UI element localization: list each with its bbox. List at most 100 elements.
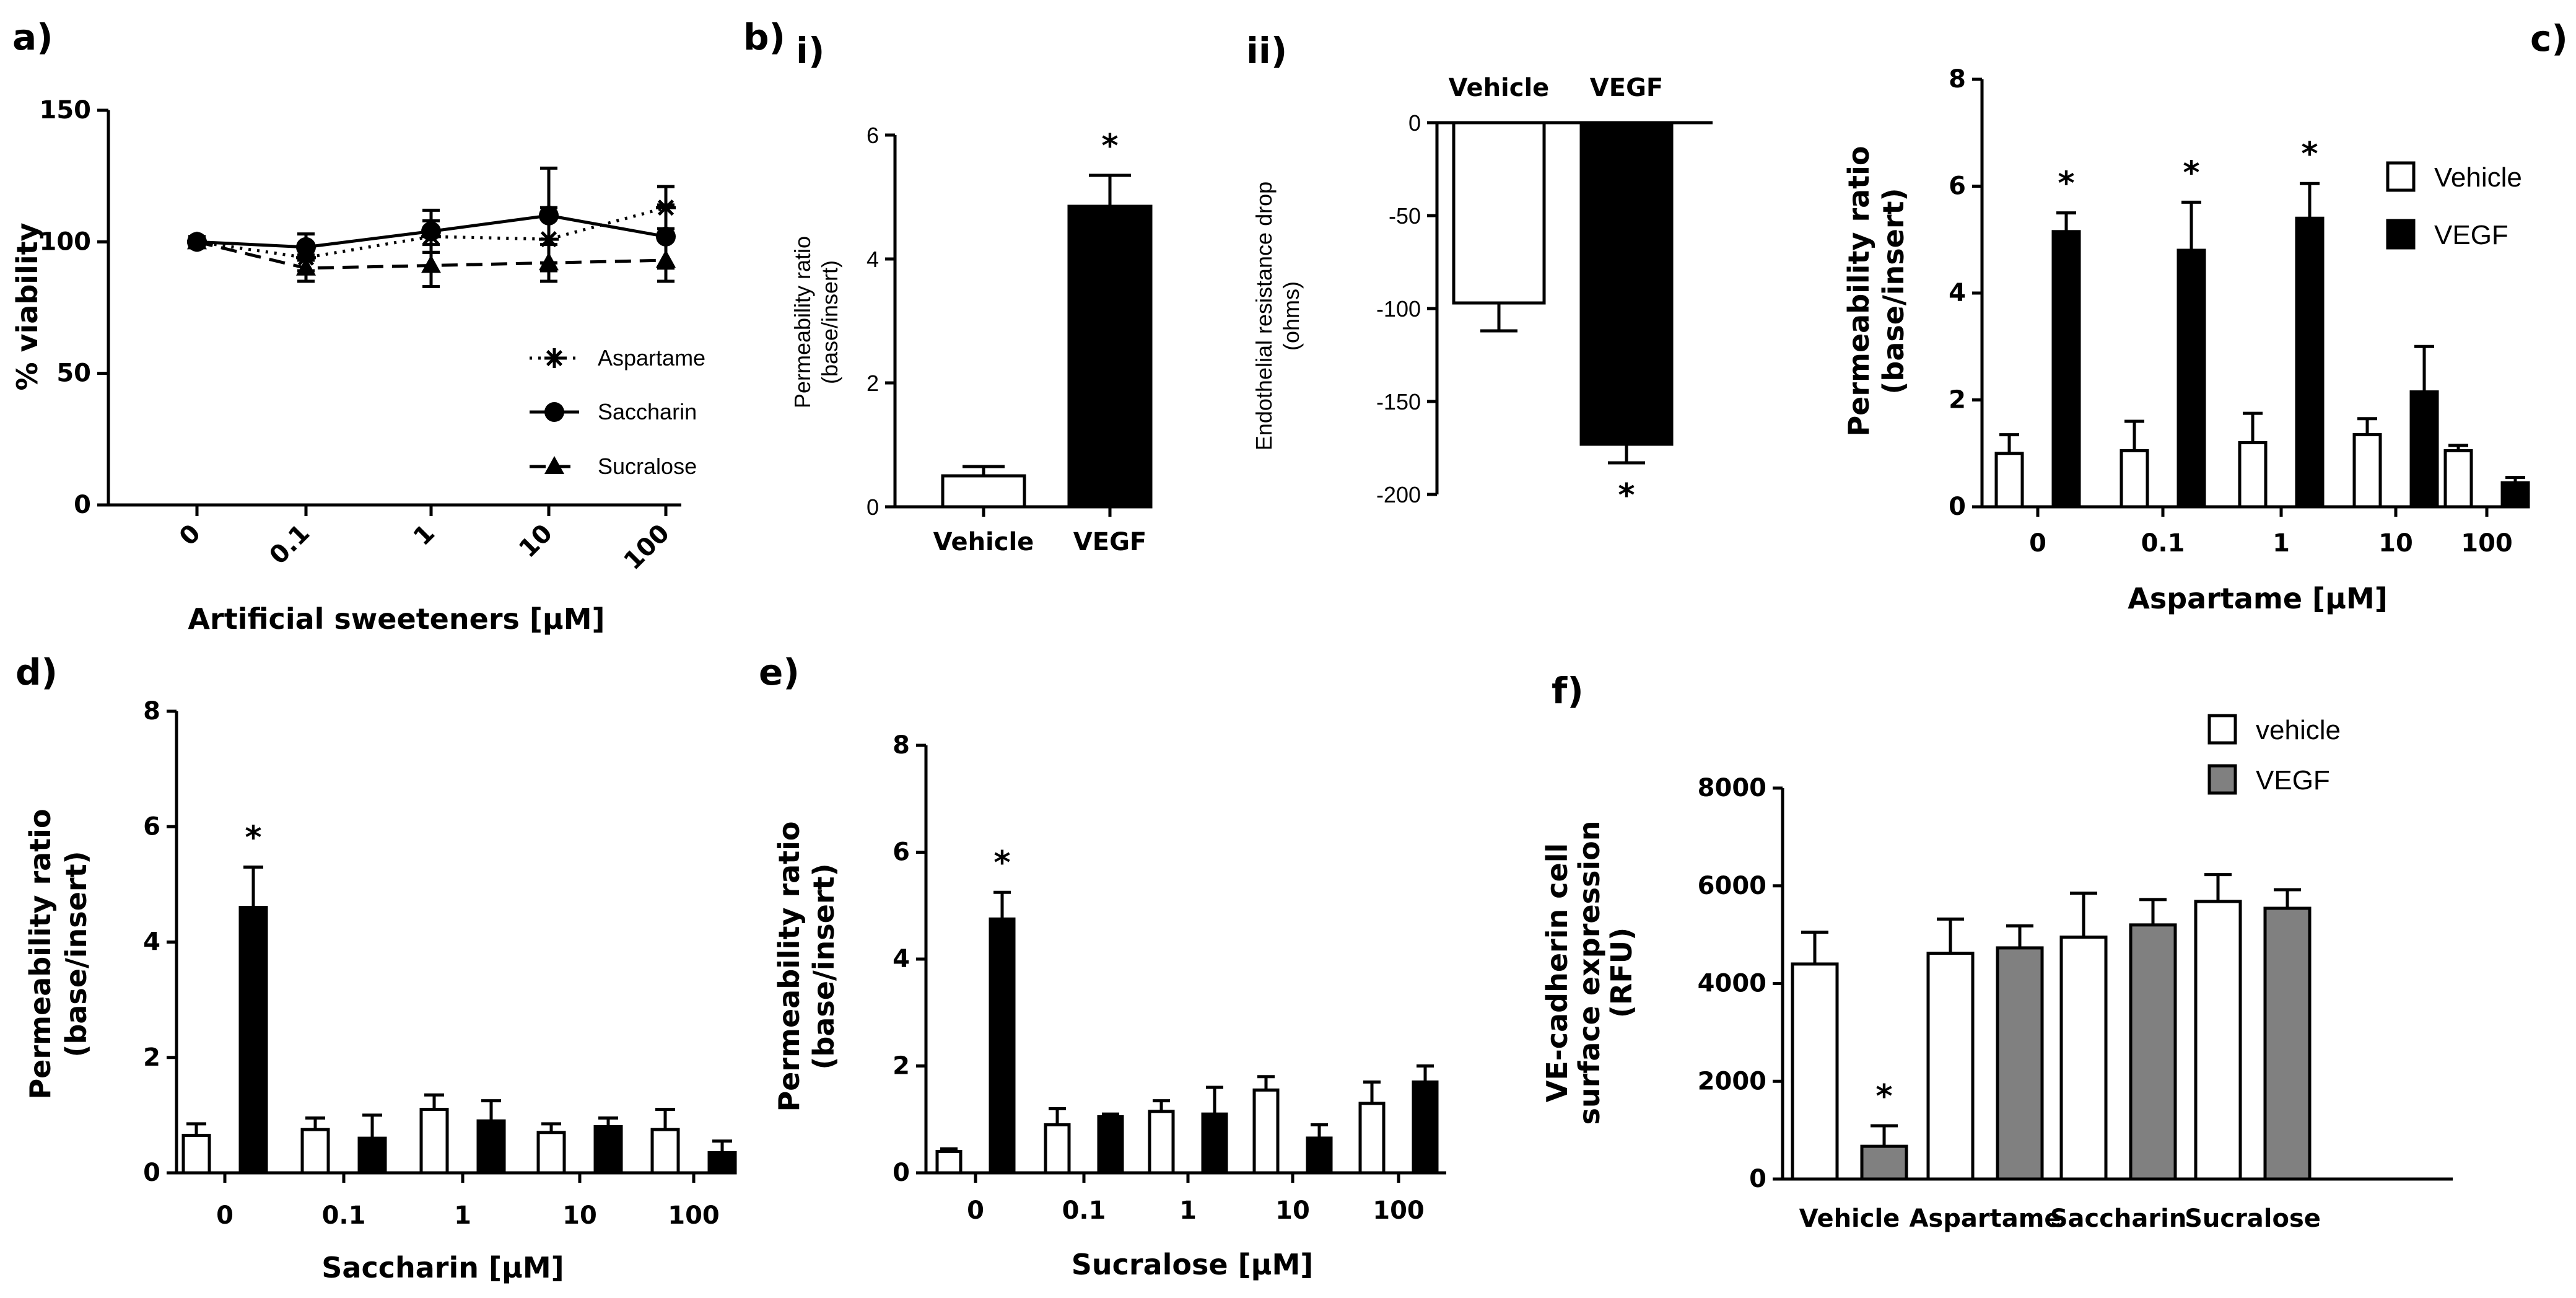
d-x-tick-label: 1: [454, 1201, 471, 1230]
e-bar-vehicle: [1148, 1110, 1175, 1175]
f-legend-label-vegf: VEGF: [2256, 765, 2330, 796]
a-legend-marker: [544, 456, 564, 474]
c-y-axis-label: (base/insert): [1877, 188, 1910, 394]
f-y-tick-label: 6000: [1698, 872, 1766, 900]
e-bar-vegf: [1412, 1080, 1439, 1175]
a-legend-label-aspartame: Aspartame: [598, 345, 705, 371]
bii-x-tick-label: VEGF: [1590, 74, 1663, 102]
e-y-tick-label: 0: [893, 1159, 910, 1187]
bii-y-tick-label: 0: [1408, 110, 1421, 136]
f-legend-swatch: [2207, 764, 2237, 795]
d-y-tick-label: 4: [143, 928, 160, 957]
d-x-tick-label: 10: [562, 1201, 597, 1230]
a-point-sucralose: [539, 252, 559, 271]
d-x-tick-label: 0.1: [322, 1201, 366, 1230]
f-y-tick-label: 4000: [1698, 970, 1766, 998]
bii-y-tick-label: -100: [1376, 296, 1421, 322]
e-significance-mark: *: [993, 844, 1010, 882]
d-y-axis-label: Permeability ratio: [24, 809, 57, 1099]
e-x-axis-label: Sucralose [μM]: [1072, 1248, 1314, 1281]
e-y-tick-label: 4: [893, 945, 910, 973]
a-x-tick-label: 0.1: [264, 519, 315, 571]
f-bar-vehicle: [1926, 952, 1975, 1181]
a-y-tick-label: 150: [40, 96, 92, 125]
c-bar-vegf: [2177, 248, 2206, 509]
d-x-axis-label: Saccharin [μM]: [321, 1251, 564, 1284]
f-bar-vehicle: [2194, 900, 2242, 1181]
d-x-tick-label: 0: [216, 1201, 234, 1230]
e-bar-vehicle: [935, 1150, 963, 1175]
bi-significance-mark: *: [1101, 128, 1118, 165]
f-bar-vegf: [2263, 906, 2312, 1181]
panel-label-c: c): [2530, 17, 2568, 59]
d-bar-vehicle: [419, 1108, 449, 1175]
d-bar-vegf: [476, 1119, 506, 1175]
a-y-tick-label: 50: [56, 359, 91, 388]
e-y-tick-label: 8: [893, 731, 910, 760]
f-y-tick-label: 2000: [1698, 1067, 1766, 1095]
c-legend-swatch: [2386, 219, 2416, 250]
panel-label-a: a): [12, 16, 53, 58]
c-bar-vegf: [2295, 216, 2325, 509]
bi-y-tick-label: 0: [867, 494, 879, 520]
e-bar-vehicle: [1252, 1088, 1280, 1175]
d-bar-vehicle: [300, 1128, 330, 1175]
c-y-tick-label: 8: [1949, 65, 1966, 94]
c-x-tick-label: 100: [2461, 529, 2513, 558]
bi-bar-vehicle: [941, 474, 1026, 509]
f-x-tick-label: Vehicle: [1799, 1204, 1900, 1233]
e-x-tick-label: 100: [1373, 1196, 1425, 1225]
a-point-sucralose: [421, 255, 441, 273]
c-bar-vehicle: [2443, 449, 2473, 509]
e-bar-vehicle: [1044, 1123, 1071, 1175]
e-bar-vegf: [1201, 1112, 1228, 1175]
d-y-tick-label: 2: [143, 1043, 160, 1072]
a-legend-marker: [544, 402, 564, 422]
bii-x-tick-label: Vehicle: [1449, 74, 1550, 102]
a-point-sucralose: [187, 231, 207, 250]
e-bar-vegf: [1306, 1136, 1333, 1175]
c-x-tick-label: 10: [2378, 529, 2413, 558]
c-legend-label-vehicle: Vehicle: [2434, 162, 2522, 193]
d-significance-mark: *: [245, 819, 261, 856]
c-legend-swatch: [2386, 161, 2416, 192]
c-bar-vehicle: [2238, 441, 2268, 509]
a-point-sucralose: [656, 250, 676, 268]
e-x-tick-label: 0: [967, 1196, 984, 1225]
a-x-tick-label: 1: [408, 519, 440, 551]
bii-y-tick-label: -200: [1376, 482, 1421, 507]
f-significance-mark: *: [1875, 1078, 1892, 1115]
c-bar-vehicle: [2352, 433, 2382, 509]
f-bar-vegf: [2129, 923, 2177, 1181]
f-y-axis-label: surface expression: [1573, 821, 1606, 1125]
panel-label-d: d): [15, 651, 58, 693]
a-x-axis-label: Artificial sweeteners [μM]: [188, 602, 605, 636]
c-y-tick-label: 6: [1949, 172, 1966, 201]
a-point-sucralose: [296, 257, 316, 276]
a-point-saccharin: [539, 205, 559, 226]
d-y-tick-label: 6: [143, 812, 160, 841]
bi-y-axis-label: Permeability ratio: [790, 236, 815, 408]
f-bar-vehicle: [1791, 962, 1839, 1181]
c-significance-mark: *: [2301, 136, 2318, 173]
c-legend-label-vegf: VEGF: [2434, 220, 2508, 250]
bii-significance-mark: *: [1618, 477, 1635, 514]
f-x-tick-label: Aspartame: [1909, 1204, 2061, 1233]
a-point-saccharin: [656, 226, 676, 247]
panel-sublabel-bi: i): [796, 30, 824, 72]
e-x-tick-label: 1: [1179, 1196, 1197, 1225]
c-bar-vegf: [2051, 230, 2081, 509]
f-y-tick-label: 8000: [1698, 774, 1766, 802]
d-bar-vehicle: [536, 1131, 566, 1175]
e-y-tick-label: 6: [893, 838, 910, 867]
f-bar-vegf: [1860, 1144, 1908, 1181]
bii-y-tick-label: -150: [1376, 389, 1421, 414]
e-bar-vegf: [1097, 1115, 1124, 1175]
d-bar-vegf: [593, 1125, 623, 1175]
a-x-tick-label: 0: [174, 519, 206, 551]
bi-bar-vegf: [1067, 204, 1153, 509]
c-bar-vegf: [2500, 481, 2530, 509]
e-y-axis-label: (base/insert): [807, 863, 840, 1069]
c-significance-mark: *: [2058, 165, 2074, 203]
panel-label-e: e): [759, 651, 800, 693]
